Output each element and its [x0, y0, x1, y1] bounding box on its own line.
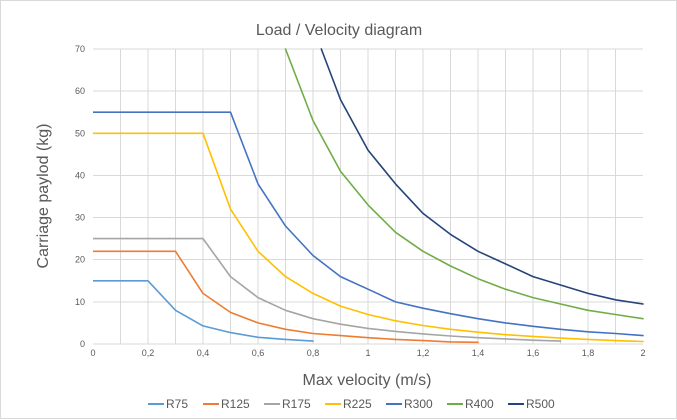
x-tick-label: 0,2	[142, 348, 155, 358]
series-lines	[93, 48, 644, 344]
legend-label-r300: R300	[404, 397, 433, 411]
legend-label-r175: R175	[282, 397, 311, 411]
series-r400-line	[284, 48, 644, 320]
y-tick-label: 70	[75, 44, 85, 54]
x-tick-label: 1,4	[472, 348, 485, 358]
legend-label-r500: R500	[526, 397, 555, 411]
legend-label-r400: R400	[465, 397, 494, 411]
x-tick-label: 1,8	[582, 348, 595, 358]
y-tick-label: 20	[75, 255, 85, 265]
chart-title: Load / Velocity diagram	[256, 22, 422, 39]
x-tick-label: 1	[365, 348, 370, 358]
x-tick-label: 2	[640, 348, 645, 358]
x-tick-label: 0,8	[307, 348, 320, 358]
legend: R75 R125 R175 R225 R300 R400 R500	[148, 397, 555, 411]
series-r500-line	[320, 48, 644, 305]
x-tick-label: 0	[90, 348, 95, 358]
y-tick-label: 60	[75, 86, 85, 96]
legend-label-r75: R75	[166, 397, 188, 411]
y-tick-label: 40	[75, 170, 85, 180]
series-r300-line	[93, 111, 644, 337]
series-r75-line	[93, 279, 314, 342]
y-tick-label: 10	[75, 297, 85, 307]
x-tick-label: 1,2	[417, 348, 430, 358]
y-tick-label: 50	[75, 128, 85, 138]
grid-lines	[93, 48, 643, 345]
y-tick-label: 0	[80, 339, 85, 349]
x-tick-label: 1,6	[527, 348, 540, 358]
x-axis-title: Max velocity (m/s)	[303, 372, 432, 389]
x-tick-label: 0,6	[252, 348, 265, 358]
series-r225-line	[93, 132, 644, 343]
legend-label-r225: R225	[343, 397, 372, 411]
series-r175-line	[93, 237, 562, 342]
y-axis-title: Carriage paylod (kg)	[35, 124, 52, 269]
x-tick-label: 0,4	[197, 348, 210, 358]
axis-ticks: 0 10 20 30 40 50 60 70 0 0,2 0,4 0,6 0,8 1 1,2 1,4 1,6 1,…	[75, 44, 646, 358]
y-tick-label: 30	[75, 213, 85, 223]
legend-label-r125: R125	[221, 397, 250, 411]
series-r125-line	[93, 250, 479, 344]
